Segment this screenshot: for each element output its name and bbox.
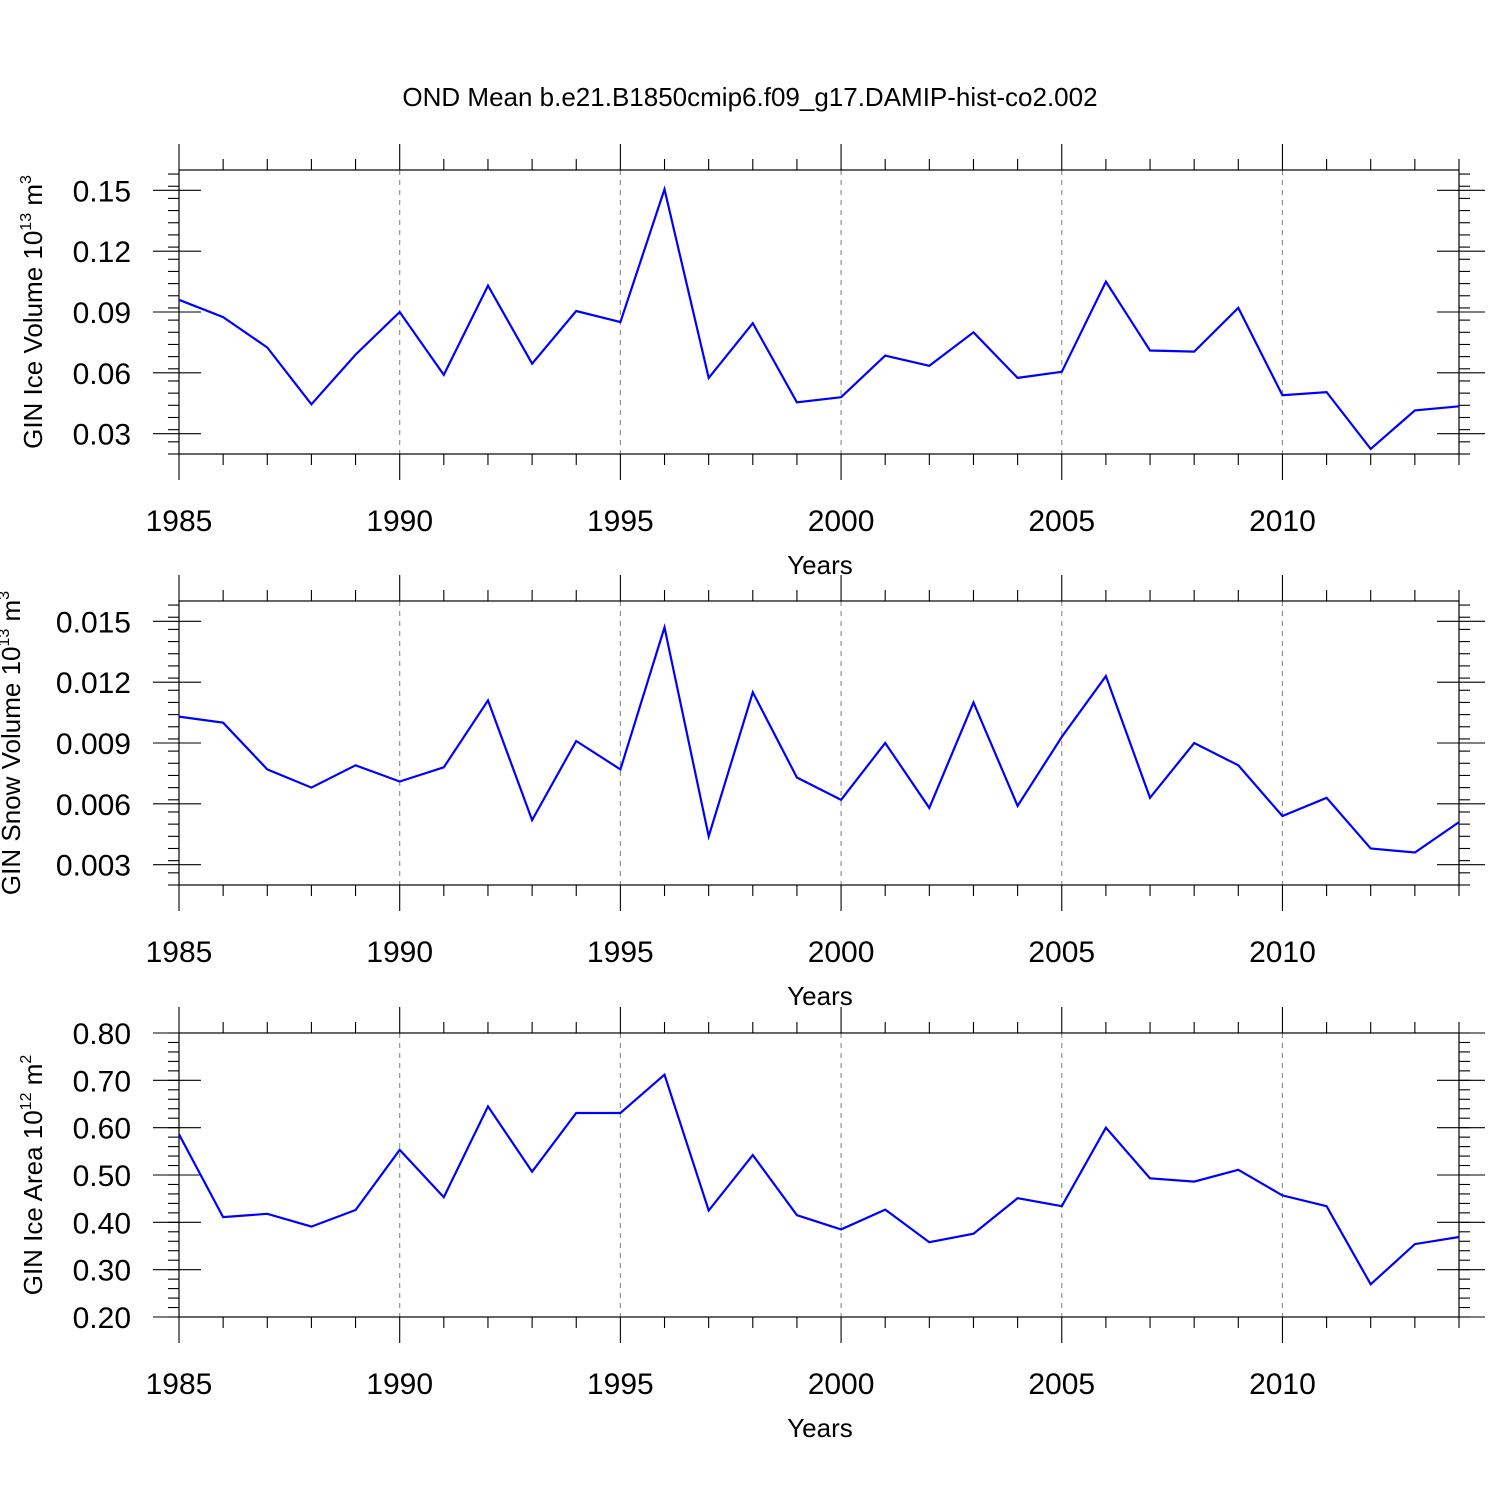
ice-area-x-tick-label-1990: 1990: [366, 1368, 433, 1401]
ice-area-x-tick-label-2005: 2005: [1028, 1368, 1095, 1401]
ice-volume-y-tick-label-2: 0.09: [73, 297, 131, 330]
ice-area-y-tick-label-3: 0.50: [73, 1160, 131, 1193]
snow-volume-y-tick-label-3: 0.012: [56, 667, 131, 700]
panel-ice-volume-ticks: [153, 144, 1485, 480]
panel-ice-volume-y-tick-labels: 0.03 0.06 0.09 0.12 0.15: [73, 175, 131, 451]
ice-area-x-axis-title: Years: [787, 1413, 853, 1443]
ice-volume-x-axis-title: Years: [787, 550, 853, 580]
figure-title: OND Mean b.e21.B1850cmip6.f09_g17.DAMIP-…: [402, 82, 1097, 112]
panel-snow-volume-grid: [399, 601, 1283, 885]
panel-snow-volume: 0.003 0.006 0.009 0.012 0.015 1985 1990 1995 20…: [0, 575, 1485, 1011]
snow-volume-series-line: [178, 623, 1460, 854]
panel-ice-volume-x-tick-labels: 1985 1990 1995 2000 2005 2010: [146, 505, 1316, 538]
ice-area-y-tick-label-6: 0.80: [73, 1018, 131, 1051]
ice-volume-y-tick-label-0: 0.03: [73, 419, 131, 452]
panel-snow-volume-y-tick-labels: 0.003 0.006 0.009 0.012 0.015: [56, 606, 131, 882]
snow-volume-x-axis-title: Years: [787, 981, 853, 1011]
snow-volume-y-tick-label-0: 0.003: [56, 850, 131, 883]
ice-volume-x-tick-label-2010: 2010: [1249, 505, 1316, 538]
ice-volume-x-tick-label-1990: 1990: [366, 505, 433, 538]
panel-ice-area-y-tick-labels: 0.20 0.30 0.40 0.50 0.60 0.70 0.80: [73, 1018, 131, 1335]
snow-volume-x-tick-label-2010: 2010: [1249, 936, 1316, 969]
ice-volume-y-tick-label-1: 0.06: [73, 358, 131, 391]
ice-area-y-tick-label-2: 0.40: [73, 1207, 131, 1240]
snow-volume-y-tick-label-4: 0.015: [56, 606, 131, 639]
snow-volume-y-axis-title: GIN Snow Volume 1013 m3: [0, 591, 26, 895]
panel-ice-area-ticks: [153, 1007, 1485, 1343]
snow-volume-y-tick-label-2: 0.009: [56, 728, 131, 761]
panel-ice-volume-frame: [178, 169, 1460, 455]
ice-area-x-tick-label-2000: 2000: [808, 1368, 875, 1401]
panel-snow-volume-x-tick-labels: 1985 1990 1995 2000 2005 2010: [146, 936, 1316, 969]
panel-ice-area-frame: [178, 1032, 1460, 1318]
ice-area-y-tick-label-5: 0.70: [73, 1065, 131, 1098]
ice-area-y-axis-title: GIN Ice Area 1012 m2: [18, 1055, 48, 1296]
panel-snow-volume-ticks: [153, 575, 1485, 911]
ice-area-y-tick-label-1: 0.30: [73, 1255, 131, 1288]
snow-volume-x-tick-label-2005: 2005: [1028, 936, 1095, 969]
ice-area-series-line: [178, 1072, 1460, 1287]
panel-ice-volume: 0.03 0.06 0.09 0.12 0.15 1985 1990 1995 2000 200…: [18, 144, 1485, 580]
ice-volume-y-axis-title: GIN Ice Volume 1013 m3: [18, 175, 48, 449]
ice-volume-y-tick-label-3: 0.12: [73, 236, 131, 269]
ice-volume-x-tick-label-1985: 1985: [146, 505, 213, 538]
panel-ice-area-grid: [399, 1033, 1283, 1317]
ice-volume-x-tick-label-2005: 2005: [1028, 505, 1095, 538]
snow-volume-y-tick-label-1: 0.006: [56, 789, 131, 822]
ice-area-y-tick-label-0: 0.20: [73, 1302, 131, 1335]
ice-area-y-tick-label-4: 0.60: [73, 1113, 131, 1146]
ice-volume-y-tick-label-4: 0.15: [73, 175, 131, 208]
ice-area-x-tick-label-1995: 1995: [587, 1368, 654, 1401]
ice-area-x-tick-label-2010: 2010: [1249, 1368, 1316, 1401]
panel-snow-volume-frame: [178, 600, 1460, 886]
ice-volume-x-tick-label-2000: 2000: [808, 505, 875, 538]
snow-volume-x-tick-label-1995: 1995: [587, 936, 654, 969]
snow-volume-x-tick-label-1990: 1990: [366, 936, 433, 969]
panel-ice-area-x-tick-labels: 1985 1990 1995 2000 2005 2010: [146, 1368, 1316, 1401]
ice-volume-series-line: [178, 185, 1460, 451]
ice-volume-x-tick-label-1995: 1995: [587, 505, 654, 538]
ice-area-x-tick-label-1985: 1985: [146, 1368, 213, 1401]
panel-ice-area: 0.20 0.30 0.40 0.50 0.60 0.70 0.80 1985 1990 199…: [18, 1007, 1485, 1443]
snow-volume-x-tick-label-1985: 1985: [146, 936, 213, 969]
snow-volume-x-tick-label-2000: 2000: [808, 936, 875, 969]
